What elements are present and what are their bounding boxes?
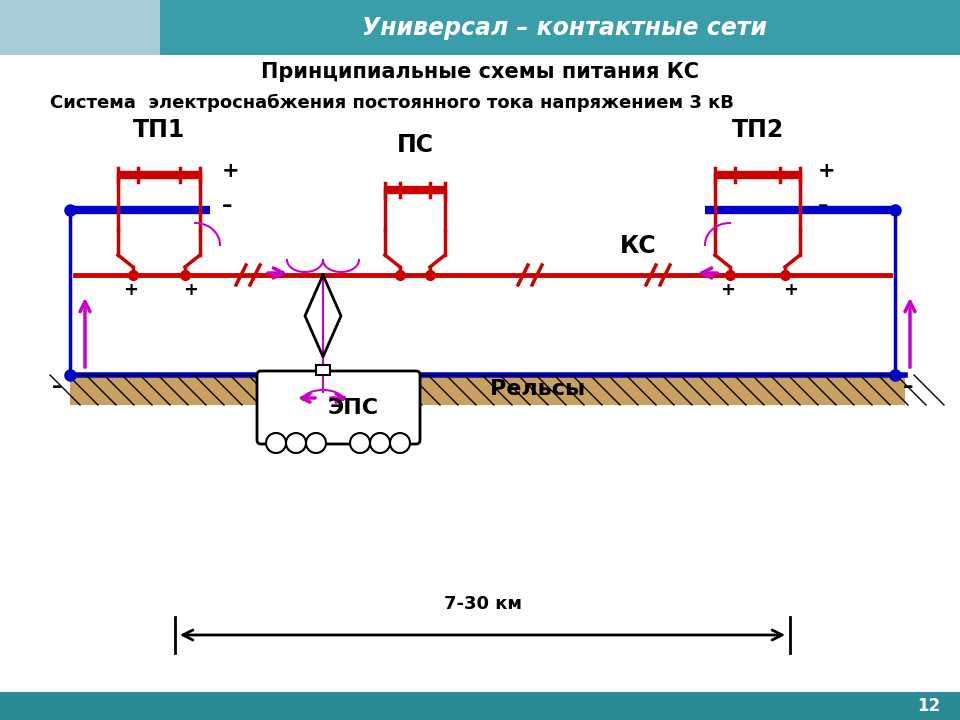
- Text: ТП1: ТП1: [132, 118, 185, 142]
- Text: +: +: [222, 161, 240, 181]
- Text: КС: КС: [620, 234, 657, 258]
- Text: Рельсы: Рельсы: [490, 379, 586, 399]
- Text: ТП2: ТП2: [732, 118, 783, 142]
- Circle shape: [286, 433, 306, 453]
- Bar: [0, 0, 160, 55]
- Text: +: +: [818, 161, 835, 181]
- Text: –: –: [903, 377, 914, 397]
- Text: Система  электроснабжения постоянного тока напряжением 3 кВ: Система электроснабжения постоянного ток…: [50, 94, 733, 112]
- Circle shape: [266, 433, 286, 453]
- Text: +: +: [783, 281, 798, 299]
- Text: –: –: [222, 196, 232, 216]
- Circle shape: [370, 433, 390, 453]
- Text: +: +: [123, 281, 138, 299]
- Circle shape: [306, 433, 326, 453]
- Text: –: –: [818, 196, 828, 216]
- Bar: [316, 365, 330, 375]
- Text: Универсал – контактные сети: Универсал – контактные сети: [363, 16, 767, 40]
- Circle shape: [350, 433, 370, 453]
- Text: +: +: [720, 281, 735, 299]
- Text: 12: 12: [917, 697, 940, 715]
- Text: 7-30 км: 7-30 км: [444, 595, 521, 613]
- Text: Принципиальные схемы питания КС: Принципиальные схемы питания КС: [261, 62, 699, 82]
- Bar: [70, 375, 905, 405]
- Bar: [0, 0, 960, 55]
- Bar: [0, 692, 960, 720]
- Text: ЭПС: ЭПС: [327, 397, 378, 418]
- Circle shape: [390, 433, 410, 453]
- FancyBboxPatch shape: [257, 371, 420, 444]
- Text: ПС: ПС: [396, 133, 434, 157]
- Text: –: –: [52, 377, 62, 397]
- Text: +: +: [183, 281, 198, 299]
